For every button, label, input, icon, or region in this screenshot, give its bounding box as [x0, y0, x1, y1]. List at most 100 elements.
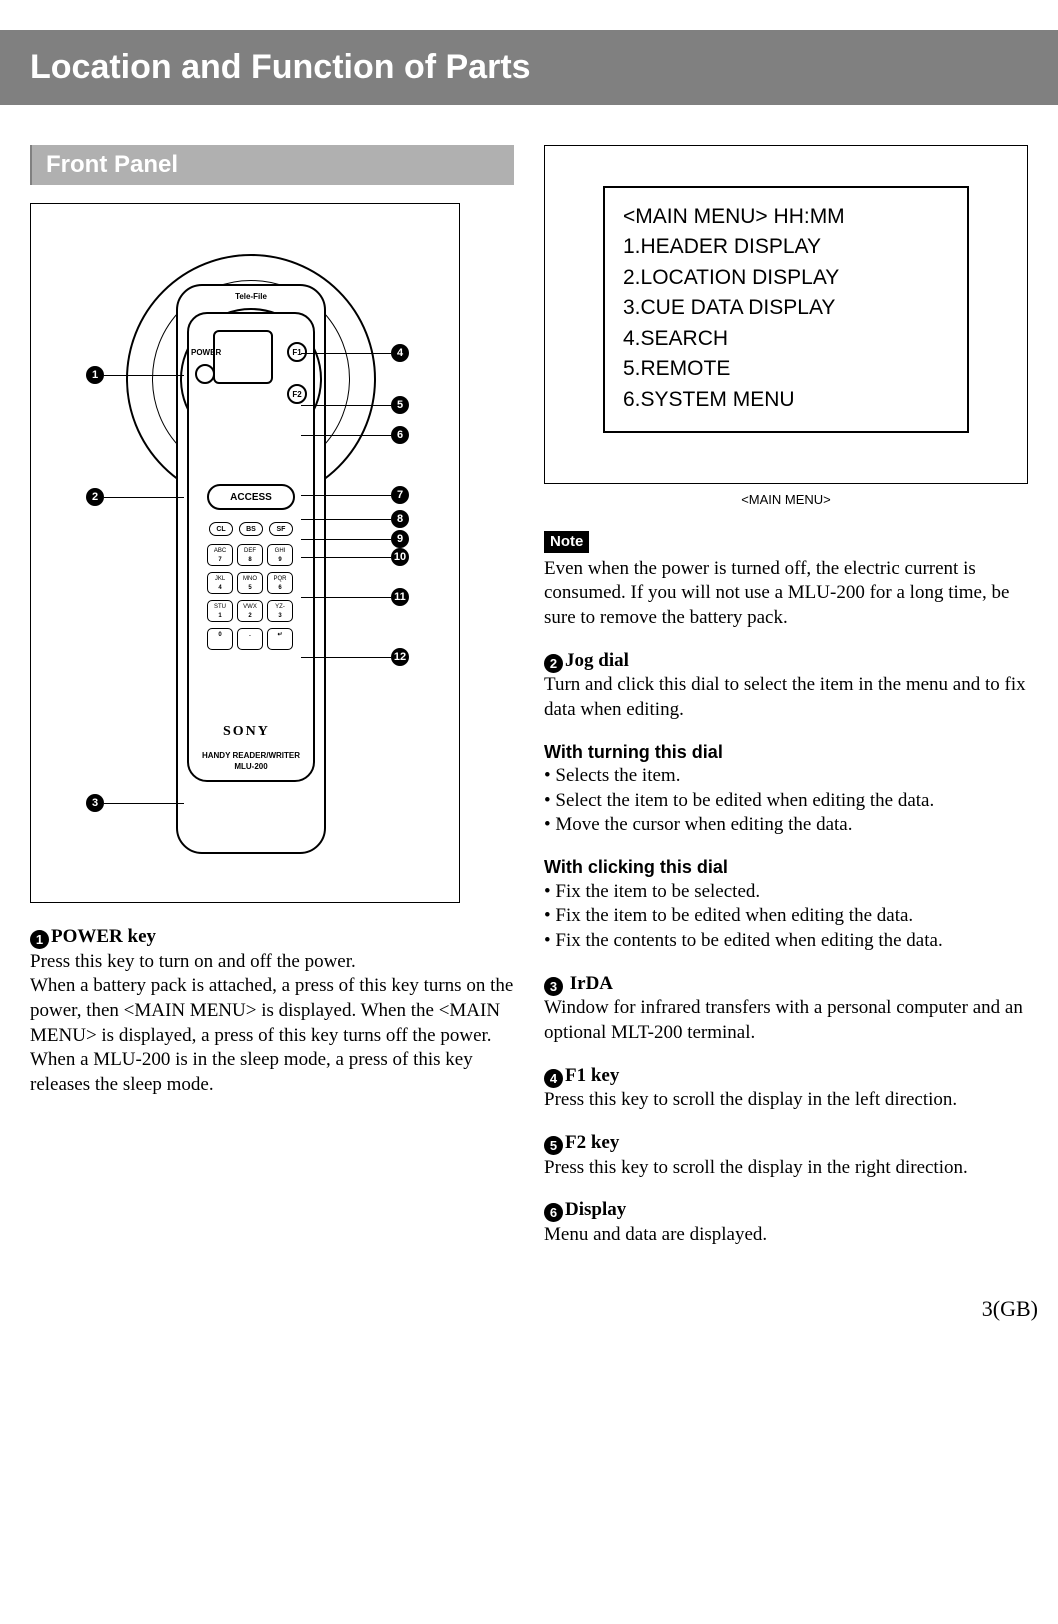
sf-button: SF [269, 522, 293, 536]
section-clicking-dial: With clicking this dial Fix the item to … [544, 856, 1028, 953]
callout-bullet-7: 7 [391, 486, 409, 504]
lead-line [301, 495, 391, 496]
callout-bullet-6: 6 [391, 426, 409, 444]
callout-bullet-9: 9 [391, 530, 409, 548]
front-panel-heading: Front Panel [30, 145, 514, 185]
keypad-key: VWX2 [237, 600, 263, 622]
f1-button: F1 [287, 342, 307, 362]
section-5-title: F2 key [565, 1132, 619, 1153]
menu-line: <MAIN MENU> HH:MM [623, 202, 949, 232]
power-button [195, 364, 215, 384]
callout-bullet-12: 12 [391, 648, 409, 666]
lead-line [301, 435, 391, 436]
lead-line [301, 557, 391, 558]
keypad-key: STU1 [207, 600, 233, 622]
callout-bullet-3: 3 [86, 794, 104, 812]
keypad-key: GHI9 [267, 544, 293, 566]
section-display: 6Display Menu and data are displayed. [544, 1198, 1028, 1247]
main-menu-lines: <MAIN MENU> HH:MM1.HEADER DISPLAY2.LOCAT… [603, 186, 969, 433]
section-6-title: Display [565, 1199, 626, 1220]
keypad-key: YZ-3 [267, 600, 293, 622]
telefile-logo: Tele-File [231, 292, 271, 301]
main-menu-caption: <MAIN MENU> [544, 492, 1028, 507]
menu-line: 1.HEADER DISPLAY [623, 232, 949, 262]
bullet-6-icon: 6 [544, 1203, 563, 1222]
lead-line [301, 539, 391, 540]
section-2-title: Jog dial [565, 650, 629, 671]
section-power-key: 1POWER key Press this key to turn on and… [30, 925, 514, 1098]
menu-line: 5.REMOTE [623, 354, 949, 384]
bullet-3-icon: 3 [544, 977, 563, 996]
menu-line: 3.CUE DATA DISPLAY [623, 293, 949, 323]
sony-logo: SONY [223, 724, 270, 740]
callout-bullet-1: 1 [86, 366, 104, 384]
model-line2: MLU-200 [234, 762, 267, 771]
manual-page: Location and Function of Parts Front Pan… [0, 0, 1058, 1362]
bullet-2-icon: 2 [544, 654, 563, 673]
section-4-title: F1 key [565, 1065, 619, 1086]
lead-line [104, 497, 184, 498]
note-section: Note Even when the power is turned off, … [544, 529, 1028, 631]
lead-line [301, 405, 391, 406]
page-title: Location and Function of Parts [0, 30, 1058, 105]
list-item: Fix the contents to be edited when editi… [544, 929, 1028, 954]
lead-line [104, 375, 184, 376]
section-5-body: Press this key to scroll the display in … [544, 1157, 968, 1178]
section-turning-dial: With turning this dial Selects the item.… [544, 741, 1028, 838]
power-label: POWER [191, 348, 221, 357]
clicking-dial-list: Fix the item to be selected.Fix the item… [544, 880, 1028, 954]
keypad-key: ABC7 [207, 544, 233, 566]
list-item: Select the item to be edited when editin… [544, 789, 1028, 814]
keypad-key: ↵ [267, 628, 293, 650]
bullet-1-icon: 1 [30, 930, 49, 949]
keypad-key: DEF8 [237, 544, 263, 566]
keypad-key: 0 [207, 628, 233, 650]
display-screen [213, 330, 273, 384]
page-number: 3(GB) [0, 1266, 1058, 1332]
cl-button: CL [209, 522, 233, 536]
two-column-layout: Front Panel Tele-File POWER F1 F2 ACCESS… [0, 145, 1058, 1266]
clicking-dial-title: With clicking this dial [544, 856, 1028, 879]
main-menu-screenshot: <MAIN MENU> HH:MM1.HEADER DISPLAY2.LOCAT… [544, 145, 1028, 484]
list-item: Selects the item. [544, 764, 1028, 789]
menu-line: 6.SYSTEM MENU [623, 385, 949, 415]
keypad-key: MNO5 [237, 572, 263, 594]
menu-line: 2.LOCATION DISPLAY [623, 263, 949, 293]
bullet-4-icon: 4 [544, 1069, 563, 1088]
callout-bullet-5: 5 [391, 396, 409, 414]
callout-bullet-8: 8 [391, 510, 409, 528]
access-button: ACCESS [207, 484, 295, 510]
device-diagram: Tele-File POWER F1 F2 ACCESS CL BS SF AB… [30, 203, 460, 903]
turning-dial-list: Selects the item.Select the item to be e… [544, 764, 1028, 838]
section-3-title: IrDA [565, 973, 613, 994]
f2-button: F2 [287, 384, 307, 404]
right-column: <MAIN MENU> HH:MM1.HEADER DISPLAY2.LOCAT… [544, 145, 1028, 1266]
keypad-key: PQR6 [267, 572, 293, 594]
section-6-body: Menu and data are displayed. [544, 1224, 767, 1245]
menu-line: 4.SEARCH [623, 324, 949, 354]
section-2-body: Turn and click this dial to select the i… [544, 674, 1026, 720]
list-item: Move the cursor when editing the data. [544, 813, 1028, 838]
list-item: Fix the item to be edited when editing t… [544, 904, 1028, 929]
bs-button: BS [239, 522, 263, 536]
section-f2-key: 5F2 key Press this key to scroll the dis… [544, 1131, 1028, 1180]
section-1-title: POWER key [51, 926, 156, 947]
note-body: Even when the power is turned off, the e… [544, 558, 1009, 628]
section-irda: 3 IrDA Window for infrared transfers wit… [544, 972, 1028, 1046]
lead-line [301, 657, 391, 658]
section-3-body: Window for infrared transfers with a per… [544, 997, 1023, 1043]
keypad-key: . [237, 628, 263, 650]
bullet-5-icon: 5 [544, 1136, 563, 1155]
section-f1-key: 4F1 key Press this key to scroll the dis… [544, 1064, 1028, 1113]
lead-line [301, 597, 391, 598]
callout-bullet-10: 10 [391, 548, 409, 566]
section-4-body: Press this key to scroll the display in … [544, 1089, 957, 1110]
keypad-key: JKL4 [207, 572, 233, 594]
callout-bullet-2: 2 [86, 488, 104, 506]
lead-line [301, 353, 391, 354]
section-1-body: Press this key to turn on and off the po… [30, 951, 513, 1095]
turning-dial-title: With turning this dial [544, 741, 1028, 764]
model-line1: HANDY READER/WRITER [202, 751, 300, 760]
list-item: Fix the item to be selected. [544, 880, 1028, 905]
callout-bullet-4: 4 [391, 344, 409, 362]
